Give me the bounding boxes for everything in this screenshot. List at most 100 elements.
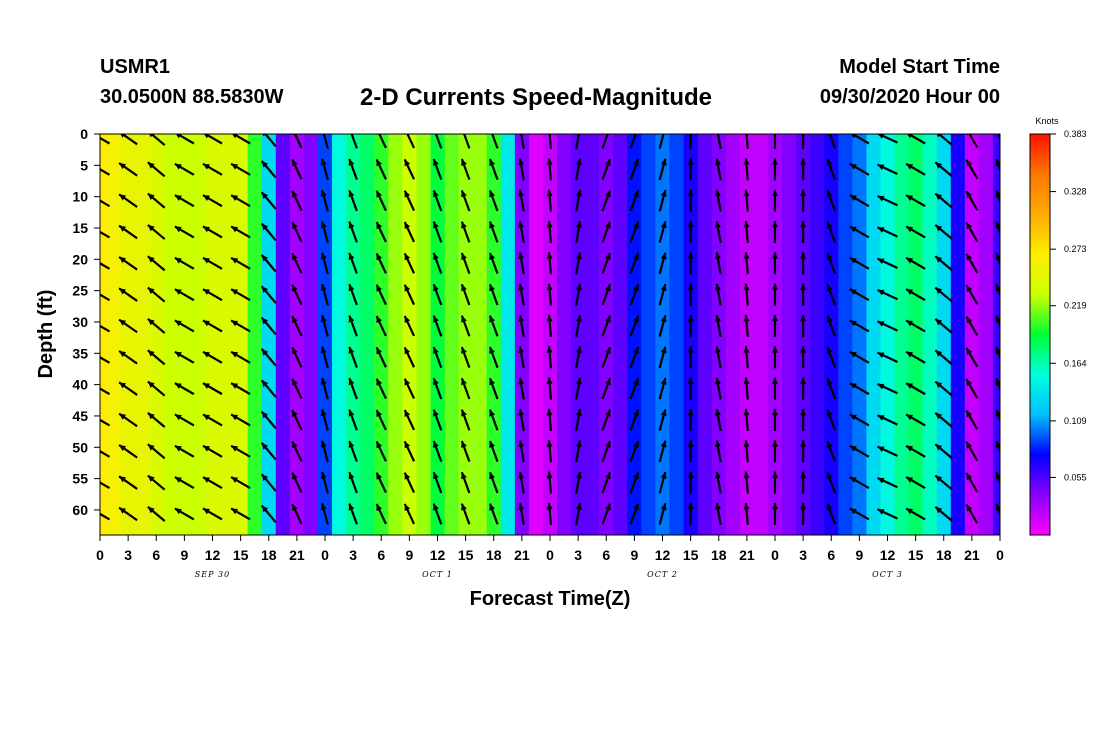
- current-arrow: [714, 440, 722, 463]
- current-arrow: [518, 346, 525, 369]
- heatmap-column: [908, 134, 924, 535]
- current-arrow: [800, 502, 807, 525]
- heatmap-column: [332, 134, 347, 535]
- current-arrow: [518, 283, 525, 306]
- current-arrow: [877, 476, 898, 489]
- colorbar: Knots 0.383 0.328 0.273 0.219 0.164 0.109 0.05…: [1029, 116, 1087, 536]
- x-day-label: OCT 1: [422, 570, 453, 579]
- current-arrow: [771, 158, 779, 181]
- heatmap-column: [402, 134, 418, 535]
- current-arrow: [800, 314, 807, 337]
- current-arrow: [575, 283, 582, 306]
- x-tick-label: 21: [514, 547, 530, 563]
- current-arrow: [260, 285, 277, 304]
- current-arrow: [743, 502, 750, 525]
- current-arrow: [877, 288, 898, 301]
- current-arrow: [905, 350, 926, 364]
- current-arrow: [147, 318, 166, 334]
- current-arrow: [230, 256, 251, 270]
- current-arrow: [348, 471, 358, 494]
- x-tick-label: 0: [546, 547, 554, 563]
- current-arrow: [826, 471, 837, 494]
- y-tick-label: 40: [72, 377, 88, 393]
- current-arrow: [965, 284, 979, 305]
- current-arrow: [601, 221, 612, 243]
- current-arrow: [965, 409, 979, 431]
- current-arrow: [460, 346, 471, 369]
- current-arrow: [601, 315, 612, 337]
- current-arrow: [118, 193, 138, 208]
- heatmap-column: [894, 134, 910, 535]
- current-arrow: [291, 472, 303, 494]
- current-arrow: [771, 220, 779, 243]
- current-arrow: [546, 408, 553, 432]
- current-arrow: [320, 471, 329, 494]
- current-arrow: [905, 194, 926, 208]
- current-arrow: [629, 440, 640, 462]
- current-arrow: [995, 409, 1000, 424]
- heatmap-column: [247, 134, 263, 535]
- current-arrow: [905, 256, 926, 270]
- current-arrow: [230, 413, 251, 427]
- current-arrow: [100, 199, 111, 208]
- current-arrow: [743, 440, 750, 463]
- current-arrow: [230, 319, 251, 333]
- current-arrow: [629, 189, 640, 212]
- current-arrow: [403, 440, 416, 462]
- current-arrow: [849, 350, 870, 364]
- current-arrow: [202, 507, 223, 521]
- current-arrow: [658, 377, 667, 400]
- current-arrow: [849, 507, 870, 521]
- current-arrow: [575, 471, 582, 494]
- x-tick-label: 3: [574, 547, 582, 563]
- current-arrow: [802, 134, 805, 149]
- current-arrow: [403, 284, 416, 306]
- current-arrow: [905, 288, 926, 302]
- current-arrow: [687, 252, 694, 275]
- heatmap-column: [669, 134, 685, 535]
- current-arrow: [118, 475, 138, 490]
- current-arrow: [716, 134, 722, 150]
- current-arrow: [934, 412, 953, 428]
- current-arrow: [518, 189, 525, 212]
- current-arrow: [260, 222, 277, 242]
- current-arrow: [460, 377, 471, 400]
- current-arrow: [905, 413, 926, 427]
- current-arrow: [432, 503, 443, 525]
- current-arrow: [260, 191, 277, 210]
- current-arrow: [348, 503, 358, 525]
- current-arrow: [771, 408, 779, 431]
- current-arrow: [658, 315, 667, 337]
- current-arrow: [230, 350, 251, 364]
- current-arrow: [174, 382, 195, 396]
- current-arrow: [629, 315, 640, 337]
- current-arrow: [118, 224, 138, 240]
- x-tick-label: 21: [739, 547, 755, 563]
- heatmap-column: [430, 134, 446, 535]
- current-arrow: [995, 440, 1000, 455]
- current-arrow: [771, 283, 779, 306]
- model-start-value: 09/30/2020 Hour 00: [819, 86, 1000, 108]
- current-arrow: [965, 472, 979, 493]
- current-arrow: [403, 472, 416, 494]
- current-arrow: [202, 319, 223, 333]
- current-arrow: [174, 319, 195, 333]
- current-arrow: [826, 158, 837, 181]
- model-start-label: Model Start Time: [839, 56, 1000, 78]
- x-tick-label: 15: [233, 547, 249, 563]
- current-arrow: [118, 287, 138, 302]
- current-arrow: [743, 408, 750, 432]
- current-arrow: [149, 134, 166, 146]
- current-arrow: [629, 409, 640, 431]
- current-arrow: [147, 349, 166, 366]
- colorbar-tick-label: 0.164: [1064, 358, 1087, 368]
- y-tick-label: 35: [72, 345, 88, 361]
- current-arrow: [934, 224, 953, 240]
- current-arrow: [877, 414, 898, 426]
- current-arrow: [905, 507, 926, 521]
- x-tick-label: 0: [771, 547, 779, 563]
- current-arrow: [934, 380, 953, 397]
- heatmap-column: [416, 134, 432, 535]
- current-arrow: [174, 350, 195, 364]
- current-arrow: [291, 346, 303, 368]
